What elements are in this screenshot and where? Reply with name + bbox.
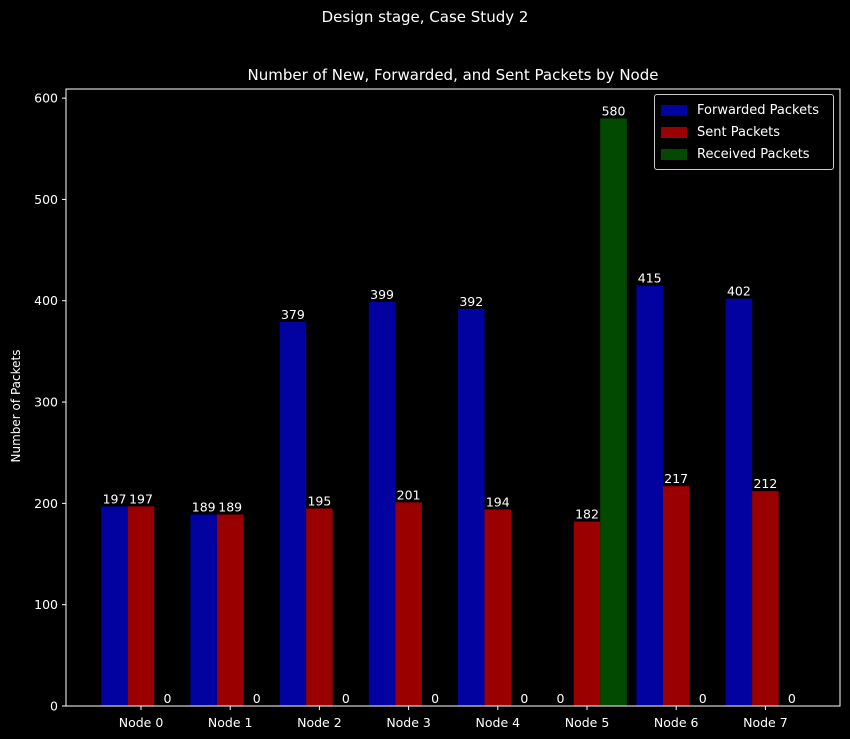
- bar-value-label-0-6: 415: [638, 271, 662, 286]
- legend-item-received: Received Packets: [661, 143, 827, 165]
- x-tick-label-6: Node 6: [654, 715, 699, 730]
- bar-value-label-1-4: 194: [486, 494, 510, 509]
- y-tick-label-5: 500: [34, 192, 58, 207]
- chart-title: Number of New, Forwarded, and Sent Packe…: [247, 66, 659, 84]
- bar-value-label-2-2: 0: [342, 691, 350, 706]
- bar-value-label-2-7: 0: [788, 691, 796, 706]
- bar-0-6: [636, 285, 663, 706]
- y-tick-label-2: 200: [34, 496, 58, 511]
- bar-value-label-1-2: 195: [307, 493, 331, 508]
- y-axis-label: Number of Packets: [9, 349, 23, 463]
- bar-value-label-1-0: 197: [129, 491, 153, 506]
- bar-value-label-0-2: 379: [281, 307, 305, 322]
- x-tick-label-0: Node 0: [119, 715, 164, 730]
- bar-value-label-2-0: 0: [164, 691, 172, 706]
- bar-value-label-0-5: 0: [557, 691, 565, 706]
- bar-0-7: [725, 298, 753, 706]
- y-tick-label-4: 400: [34, 293, 58, 308]
- plot-frame: [65, 88, 841, 707]
- y-tick-label-6: 600: [34, 91, 58, 106]
- bar-0-3: [368, 301, 396, 706]
- bar-1-3: [395, 502, 422, 706]
- y-tick-label-0: 0: [50, 699, 58, 714]
- x-tick-label-1: Node 1: [208, 715, 253, 730]
- bar-1-7: [752, 491, 779, 706]
- x-tick-label-7: Node 7: [743, 715, 788, 730]
- x-tick-label-4: Node 4: [476, 715, 521, 730]
- legend-item-forwarded: Forwarded Packets: [661, 99, 827, 121]
- bar-value-label-0-1: 189: [192, 500, 216, 515]
- bar-value-label-0-7: 402: [727, 284, 751, 299]
- bar-value-label-2-1: 0: [253, 691, 261, 706]
- bar-1-4: [484, 509, 512, 706]
- bar-2-5: [600, 118, 627, 706]
- bar-value-label-1-1: 189: [218, 500, 242, 515]
- x-tick-label-3: Node 3: [386, 715, 431, 730]
- bar-1-2: [306, 508, 333, 706]
- x-tick-label-5: Node 5: [565, 715, 610, 730]
- bar-value-label-1-3: 201: [397, 487, 421, 502]
- bar-0-2: [279, 322, 307, 706]
- bar-0-0: [101, 506, 128, 706]
- bar-1-6: [662, 486, 690, 706]
- bar-value-label-1-7: 212: [753, 476, 777, 491]
- bar-0-1: [190, 514, 217, 706]
- bar-0-4: [458, 308, 485, 706]
- legend-item-sent: Sent Packets: [661, 121, 827, 143]
- legend-label-received: Received Packets: [697, 146, 810, 162]
- bar-value-label-0-0: 197: [103, 491, 127, 506]
- bar-1-1: [216, 514, 244, 706]
- bar-value-label-2-4: 0: [520, 691, 528, 706]
- legend: Forwarded Packets Sent Packets Received …: [654, 94, 834, 170]
- bar-value-label-2-3: 0: [431, 691, 439, 706]
- bar-value-label-1-6: 217: [664, 471, 688, 486]
- bar-value-label-2-6: 0: [699, 691, 707, 706]
- y-tick-label-1: 100: [34, 597, 58, 612]
- legend-swatch-sent: [661, 126, 687, 138]
- bar-value-label-0-4: 392: [459, 294, 483, 309]
- y-tick-label-3: 300: [34, 395, 58, 410]
- x-tick-label-2: Node 2: [297, 715, 342, 730]
- bar-value-label-1-5: 182: [575, 507, 599, 522]
- bar-value-label-2-5: 580: [602, 103, 626, 118]
- legend-label-forwarded: Forwarded Packets: [697, 102, 819, 118]
- bar-1-0: [127, 506, 155, 706]
- bar-1-5: [573, 521, 601, 706]
- figure-suptitle: Design stage, Case Study 2: [321, 8, 529, 26]
- legend-swatch-forwarded: [661, 104, 687, 116]
- bar-value-label-0-3: 399: [370, 287, 394, 302]
- legend-swatch-received: [661, 148, 687, 160]
- legend-label-sent: Sent Packets: [697, 124, 781, 140]
